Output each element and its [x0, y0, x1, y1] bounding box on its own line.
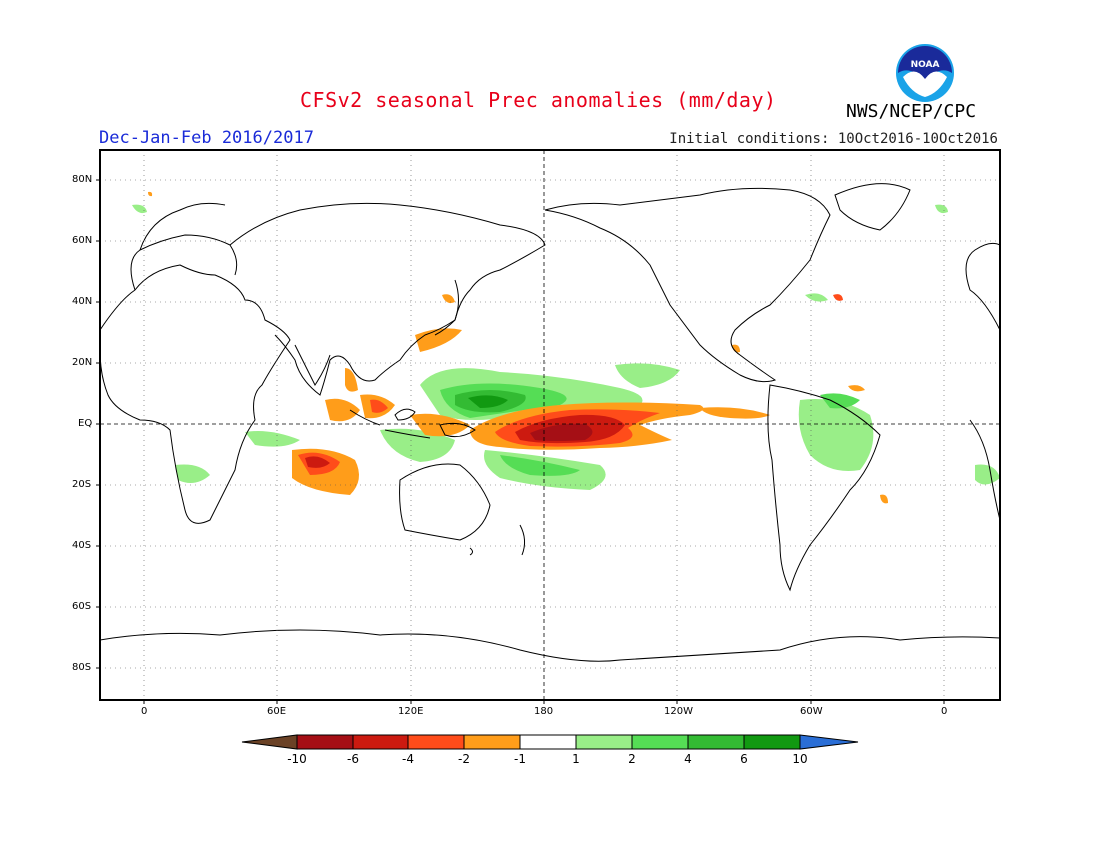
colorbar-label: -6: [347, 752, 359, 766]
colorbar-high-arrow: [799, 734, 859, 750]
lat-label: 20S: [72, 479, 92, 490]
colorbar-swatch: [296, 734, 354, 750]
coastlines: [100, 183, 1000, 662]
axis-ticks: [96, 179, 945, 704]
lon-label: 60W: [800, 706, 823, 717]
colorbar-swatch: [407, 734, 465, 750]
colorbar: [241, 734, 859, 750]
colorbar-swatch: [463, 734, 521, 750]
colorbar-label: 10: [792, 752, 808, 766]
colorbar-label: -2: [458, 752, 470, 766]
colorbar-swatch: [352, 734, 409, 750]
lon-label: 120W: [664, 706, 693, 717]
noaa-logo-icon: NOAA: [896, 44, 954, 102]
lat-label: 80N: [72, 174, 93, 185]
svg-text:NOAA: NOAA: [911, 60, 940, 70]
colorbar-swatch: [519, 734, 577, 750]
lon-label: 120E: [398, 706, 424, 717]
season-label: Dec-Jan-Feb 2016/2017: [99, 128, 314, 148]
lat-label: 60N: [72, 235, 93, 246]
gridlines: [100, 150, 1000, 700]
colorbar-swatch: [743, 734, 801, 750]
lon-label: 0: [941, 706, 948, 717]
lon-label: 60E: [267, 706, 287, 717]
lon-label: 180: [534, 706, 554, 717]
initial-conditions-label: Initial conditions: 10Oct2016-10Oct2016: [669, 131, 998, 147]
colorbar-low-arrow: [241, 734, 298, 750]
anomaly-shading: [132, 191, 1000, 504]
colorbar-label: 2: [628, 752, 636, 766]
colorbar-swatch: [631, 734, 689, 750]
reference-lines: [100, 150, 1000, 700]
lon-label: 0: [141, 706, 148, 717]
map-title: CFSv2 seasonal Prec anomalies (mm/day): [300, 88, 777, 112]
lat-label: 80S: [72, 662, 92, 673]
colorbar-label: 6: [740, 752, 748, 766]
lat-label: 60S: [72, 601, 92, 612]
colorbar-label: 4: [684, 752, 692, 766]
colorbar-label: -4: [402, 752, 414, 766]
lat-label: 40S: [72, 540, 92, 551]
colorbar-swatch: [575, 734, 633, 750]
lat-label: 20N: [72, 357, 93, 368]
lat-label: EQ: [78, 418, 93, 429]
colorbar-swatch: [687, 734, 745, 750]
map-frame: [99, 149, 1001, 701]
colorbar-label: -10: [287, 752, 307, 766]
organization-label: NWS/NCEP/CPC: [846, 101, 977, 122]
lat-label: 40N: [72, 296, 93, 307]
colorbar-label: -1: [514, 752, 526, 766]
colorbar-label: 1: [572, 752, 580, 766]
